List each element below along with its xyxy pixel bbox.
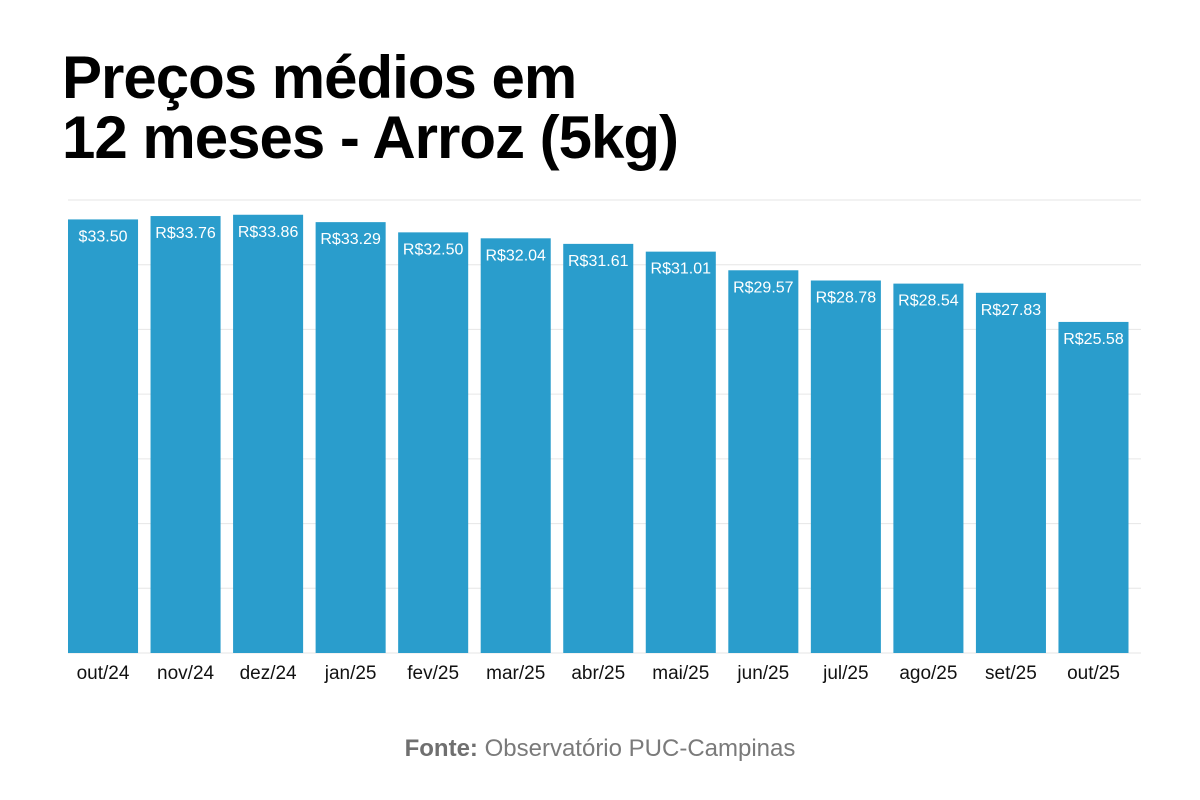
x-tick-label: ago/25 xyxy=(899,663,957,684)
x-tick-label: mai/25 xyxy=(652,663,709,684)
chart-title: Preços médios em 12 meses - Arroz (5kg) xyxy=(62,44,679,171)
x-tick-label: dez/24 xyxy=(240,663,297,684)
bars xyxy=(68,214,1129,654)
x-axis-ticks: out/24 nov/24 dez/24 jan/25 fev/25 mar/25 abr/… xyxy=(77,663,1120,684)
source-note: Fonte: Observatório PUC-Campinas xyxy=(0,735,1200,763)
bar-fev/25 xyxy=(398,232,469,653)
data-label: R$33.29 xyxy=(320,231,381,248)
data-label: R$25.58 xyxy=(1063,331,1124,348)
bar-jun/25 xyxy=(728,270,799,653)
source-label: Fonte: xyxy=(404,735,478,762)
data-label: $33.50 xyxy=(79,228,128,245)
chart-title-line-1: Preços médios em xyxy=(62,44,577,111)
bar-jul/25 xyxy=(810,280,881,653)
x-tick-label: jul/25 xyxy=(822,663,868,684)
data-label: R$33.76 xyxy=(155,225,216,242)
data-label: R$31.61 xyxy=(568,253,629,270)
bar-abr/25 xyxy=(563,243,634,653)
x-tick-label: nov/24 xyxy=(157,663,214,684)
data-labels: $33.50 R$33.76 R$33.86 R$33.29 R$32.50 R$32.0… xyxy=(79,224,1124,348)
x-tick-label: out/24 xyxy=(77,663,130,684)
x-tick-label: out/25 xyxy=(1067,663,1120,684)
x-tick-label: set/25 xyxy=(985,663,1037,684)
bar-ago/25 xyxy=(893,283,964,653)
data-label: R$28.78 xyxy=(816,290,877,307)
x-tick-label: abr/25 xyxy=(571,663,625,684)
data-label: R$27.83 xyxy=(981,302,1042,319)
data-label: R$31.01 xyxy=(651,261,712,278)
bar-jan/25 xyxy=(315,222,386,654)
bar-mai/25 xyxy=(645,251,716,653)
x-tick-label: mar/25 xyxy=(486,663,545,684)
x-tick-label: fev/25 xyxy=(407,663,459,684)
data-label: R$32.04 xyxy=(485,247,546,264)
data-label: R$32.50 xyxy=(403,241,464,258)
data-label: R$33.86 xyxy=(238,224,299,241)
bar-mar/25 xyxy=(480,238,551,653)
x-tick-label: jun/25 xyxy=(736,663,789,684)
data-label: R$28.54 xyxy=(898,293,959,310)
data-label: R$29.57 xyxy=(733,279,794,296)
source-text: Observatório PUC-Campinas xyxy=(484,735,796,762)
bar-set/25 xyxy=(975,292,1046,653)
chart-title-line-2: 12 meses - Arroz (5kg) xyxy=(62,104,679,171)
bar-dez/24 xyxy=(233,214,304,653)
bar-out/25 xyxy=(1058,321,1129,653)
bar-nov/24 xyxy=(150,216,221,654)
x-tick-label: jan/25 xyxy=(324,663,377,684)
bar-out/24 xyxy=(68,219,139,653)
